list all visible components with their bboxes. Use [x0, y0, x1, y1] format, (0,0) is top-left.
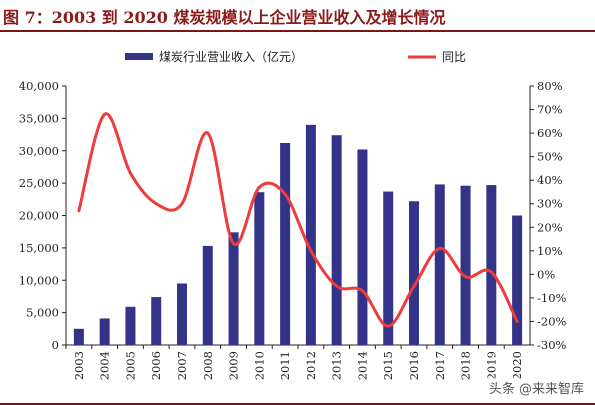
- x-tick-label: 2017: [433, 351, 447, 380]
- growth-point: [103, 112, 107, 116]
- x-tick-label: 2005: [123, 351, 137, 380]
- x-tick-label: 2009: [227, 351, 241, 380]
- x-tick-label: 2019: [484, 351, 498, 380]
- growth-point: [360, 289, 364, 293]
- growth-point: [489, 270, 493, 274]
- right-tick-label: 20%: [537, 220, 563, 234]
- right-tick-label: 70%: [537, 103, 563, 117]
- right-tick-label: -20%: [537, 314, 567, 328]
- right-tick-label: -10%: [537, 291, 567, 305]
- watermark: 头条 @来来智库: [485, 378, 587, 397]
- bar: [409, 201, 419, 345]
- left-tick-label: 20,000: [19, 209, 59, 223]
- bar: [125, 306, 136, 345]
- bar: [331, 135, 342, 345]
- x-tick-label: 2007: [175, 351, 189, 380]
- right-tick-label: 40%: [537, 173, 563, 187]
- tick-labels: 0 5,000 10,000 15,000 20,000 25,000 30,000 35,0…: [19, 79, 567, 380]
- growth-point: [386, 324, 390, 328]
- bar: [434, 184, 445, 345]
- bar: [486, 185, 497, 345]
- left-tick-label: 40,000: [19, 79, 59, 93]
- growth-point: [464, 275, 468, 279]
- bar: [357, 149, 368, 345]
- growth-point: [283, 192, 287, 196]
- left-tick-label: 30,000: [19, 144, 59, 158]
- legend: 煤炭行业营业收入（亿元） 同比: [125, 49, 466, 64]
- right-tick-label: 80%: [537, 79, 563, 93]
- growth-point: [206, 131, 210, 135]
- bar: [460, 185, 471, 345]
- bar: [177, 283, 187, 345]
- growth-point: [257, 185, 261, 189]
- growth-point: [128, 171, 132, 175]
- right-tick-label: 10%: [537, 244, 563, 258]
- left-tick-label: 0: [52, 338, 59, 352]
- x-tick-label: 2008: [201, 351, 215, 380]
- title-bar: 图 7：2003 到 2020 煤炭规模以上企业营业收入及增长情况: [0, 0, 595, 32]
- bar: [512, 215, 523, 345]
- x-tick-label: 2016: [407, 351, 421, 380]
- growth-point: [515, 319, 519, 323]
- x-tick-label: 2018: [459, 351, 473, 380]
- x-tick-label: 2015: [381, 351, 395, 380]
- bar: [99, 318, 110, 345]
- left-tick-label: 25,000: [19, 176, 59, 190]
- legend-label-bar: 煤炭行业营业收入（亿元）: [159, 49, 303, 64]
- right-tick-label: 50%: [537, 150, 563, 164]
- legend-label-line: 同比: [442, 50, 466, 64]
- bar: [73, 328, 84, 345]
- growth-point: [309, 249, 313, 253]
- growth-point: [335, 284, 339, 288]
- x-tick-label: 2010: [252, 351, 266, 380]
- bar-series: [73, 124, 523, 345]
- bar: [254, 192, 265, 345]
- growth-line: [77, 112, 519, 328]
- right-tick-label: 60%: [537, 126, 563, 140]
- growth-point: [180, 202, 184, 206]
- bar: [202, 245, 213, 345]
- bar: [383, 191, 394, 345]
- x-tick-label: 2014: [355, 351, 369, 380]
- bottom-rule: [0, 403, 595, 405]
- left-tick-label: 5,000: [26, 306, 59, 320]
- line-series: [77, 112, 519, 328]
- x-tick-label: 2012: [304, 351, 318, 380]
- x-tick-label: 2013: [330, 351, 344, 380]
- growth-point: [77, 209, 81, 213]
- growth-point: [232, 242, 236, 246]
- left-tick-label: 10,000: [19, 273, 59, 287]
- axes: [62, 85, 534, 349]
- growth-point: [412, 284, 416, 288]
- growth-point: [438, 246, 442, 250]
- x-tick-label: 2011: [278, 351, 292, 380]
- chart: 煤炭行业营业收入（亿元） 同比 0 5,000 10,000 15,000 20,000…: [19, 49, 567, 380]
- bar: [305, 124, 316, 345]
- left-tick-label: 15,000: [19, 241, 59, 255]
- bar: [151, 297, 162, 345]
- x-tick-label: 2020: [510, 351, 524, 380]
- bar: [228, 232, 239, 345]
- right-tick-label: -30%: [537, 338, 567, 352]
- legend-swatch-bar: [125, 53, 153, 60]
- x-tick-label: 2003: [72, 351, 86, 380]
- chart-title: 图 7：2003 到 2020 煤炭规模以上企业营业收入及增长情况: [3, 8, 446, 27]
- x-tick-label: 2006: [149, 351, 163, 380]
- right-tick-label: 0%: [537, 267, 555, 281]
- growth-point: [154, 202, 158, 206]
- right-tick-label: 30%: [537, 197, 563, 211]
- left-tick-label: 35,000: [19, 111, 59, 125]
- x-tick-label: 2004: [98, 351, 112, 380]
- bar: [280, 142, 291, 345]
